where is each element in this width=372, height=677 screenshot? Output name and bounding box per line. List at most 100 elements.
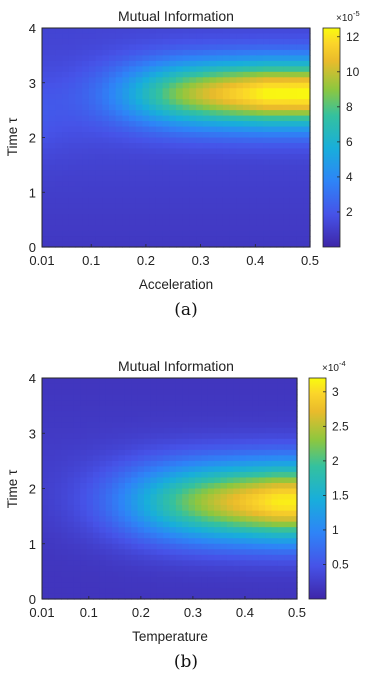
heatmap-cell — [276, 142, 284, 150]
heatmap-cell — [88, 121, 97, 128]
heatmap-cell — [276, 137, 284, 144]
heatmap-cell — [296, 225, 304, 232]
heatmap-cell — [239, 455, 247, 462]
heatmap-cell — [195, 460, 202, 468]
heatmap-cell — [135, 33, 144, 40]
heatmap-cell — [42, 488, 49, 495]
heatmap-cell — [252, 400, 260, 407]
heatmap-cell — [182, 466, 190, 473]
heatmap-cell — [265, 444, 273, 451]
heatmap-cell — [290, 582, 298, 589]
heatmap-cell — [271, 422, 279, 429]
heatmap-cell — [61, 488, 69, 495]
heatmap-cell — [296, 170, 304, 177]
colorbar-tick-label: 3 — [332, 385, 339, 399]
heatmap-cell — [222, 132, 231, 139]
heatmap-cell — [105, 378, 113, 385]
heatmap-cell — [155, 142, 164, 150]
heatmap-cell — [196, 230, 204, 237]
heatmap-cell — [182, 549, 190, 556]
heatmap-cell — [54, 576, 62, 584]
heatmap-cell — [283, 208, 291, 215]
heatmap-cell — [155, 219, 164, 226]
heatmap-cell — [214, 378, 222, 385]
heatmap-cell — [209, 186, 217, 193]
heatmap-cell — [202, 93, 211, 100]
heatmap-cell — [189, 99, 197, 106]
heatmap-cell — [176, 44, 184, 51]
heatmap-cell — [149, 192, 157, 199]
heatmap-cell — [209, 55, 217, 62]
heatmap-cell — [175, 587, 183, 595]
heatmap-cell — [256, 77, 264, 84]
heatmap-cell — [80, 455, 88, 462]
heatmap-cell — [86, 488, 94, 495]
heatmap-cell — [222, 181, 231, 188]
heatmap-cell — [122, 132, 130, 139]
heatmap-cell — [61, 455, 69, 462]
heatmap-cell — [55, 126, 63, 133]
heatmap-cell — [258, 383, 266, 390]
heatmap-cell — [54, 416, 62, 423]
heatmap-cell — [229, 175, 237, 182]
heatmap-cell — [169, 422, 177, 429]
heatmap-cell — [246, 455, 253, 462]
heatmap-cell — [271, 521, 279, 528]
heatmap-cell — [243, 137, 251, 144]
heatmap-cell — [209, 104, 217, 111]
heatmap-cell — [182, 554, 190, 561]
heatmap-cell — [283, 181, 291, 188]
heatmap-cell — [289, 132, 298, 139]
heatmap-cell — [135, 192, 144, 199]
heatmap-cell — [150, 449, 158, 456]
heatmap-cell — [269, 225, 278, 232]
heatmap-cell — [258, 538, 266, 545]
heatmap-cell — [265, 477, 273, 484]
heatmap-cell — [155, 104, 164, 111]
heatmap-cell — [209, 159, 217, 166]
heatmap-cell — [207, 394, 215, 401]
heatmap-cell — [86, 383, 94, 390]
heatmap-cell — [88, 230, 97, 237]
heatmap-cell — [122, 153, 130, 160]
heatmap-cell — [42, 499, 49, 506]
heatmap-cell — [68, 126, 77, 133]
heatmap-cell — [122, 110, 130, 117]
heatmap-cell — [256, 197, 264, 204]
heatmap-cell — [105, 593, 113, 600]
heatmap-cell — [188, 593, 196, 600]
heatmap-cell — [169, 159, 177, 166]
heatmap-cell — [226, 587, 234, 595]
heatmap-cell — [265, 532, 273, 539]
heatmap-cell — [48, 197, 56, 204]
heatmap-cell — [169, 438, 177, 445]
heatmap-cell — [271, 455, 279, 462]
heatmap-cell — [195, 405, 202, 412]
heatmap-cell — [216, 104, 224, 111]
heatmap-cell — [271, 516, 279, 523]
heatmap-cell — [222, 28, 231, 35]
heatmap-cell — [202, 88, 211, 95]
heatmap-cell — [169, 593, 177, 600]
heatmap-cell — [175, 571, 183, 578]
heatmap-cell — [61, 378, 69, 385]
heatmap-cell — [86, 521, 94, 528]
heatmap-cell — [175, 438, 183, 445]
heatmap-cell — [188, 582, 196, 589]
heatmap-cell — [88, 219, 97, 226]
heatmap-cell — [118, 466, 126, 473]
heatmap-cell — [207, 389, 215, 396]
heatmap-cell — [80, 527, 88, 534]
heatmap-cell — [115, 214, 123, 221]
heatmap-cell — [269, 137, 278, 144]
heatmap-cell — [189, 60, 197, 67]
heatmap-cell — [252, 383, 260, 390]
heatmap-cell — [149, 99, 157, 106]
heatmap-cell — [201, 383, 209, 390]
heatmap-cell — [289, 77, 298, 84]
heatmap-cell — [55, 186, 63, 193]
heatmap-cell — [229, 148, 237, 155]
heatmap-cell — [243, 219, 251, 226]
heatmap-cell — [61, 433, 69, 440]
heatmap-cell — [249, 241, 257, 248]
